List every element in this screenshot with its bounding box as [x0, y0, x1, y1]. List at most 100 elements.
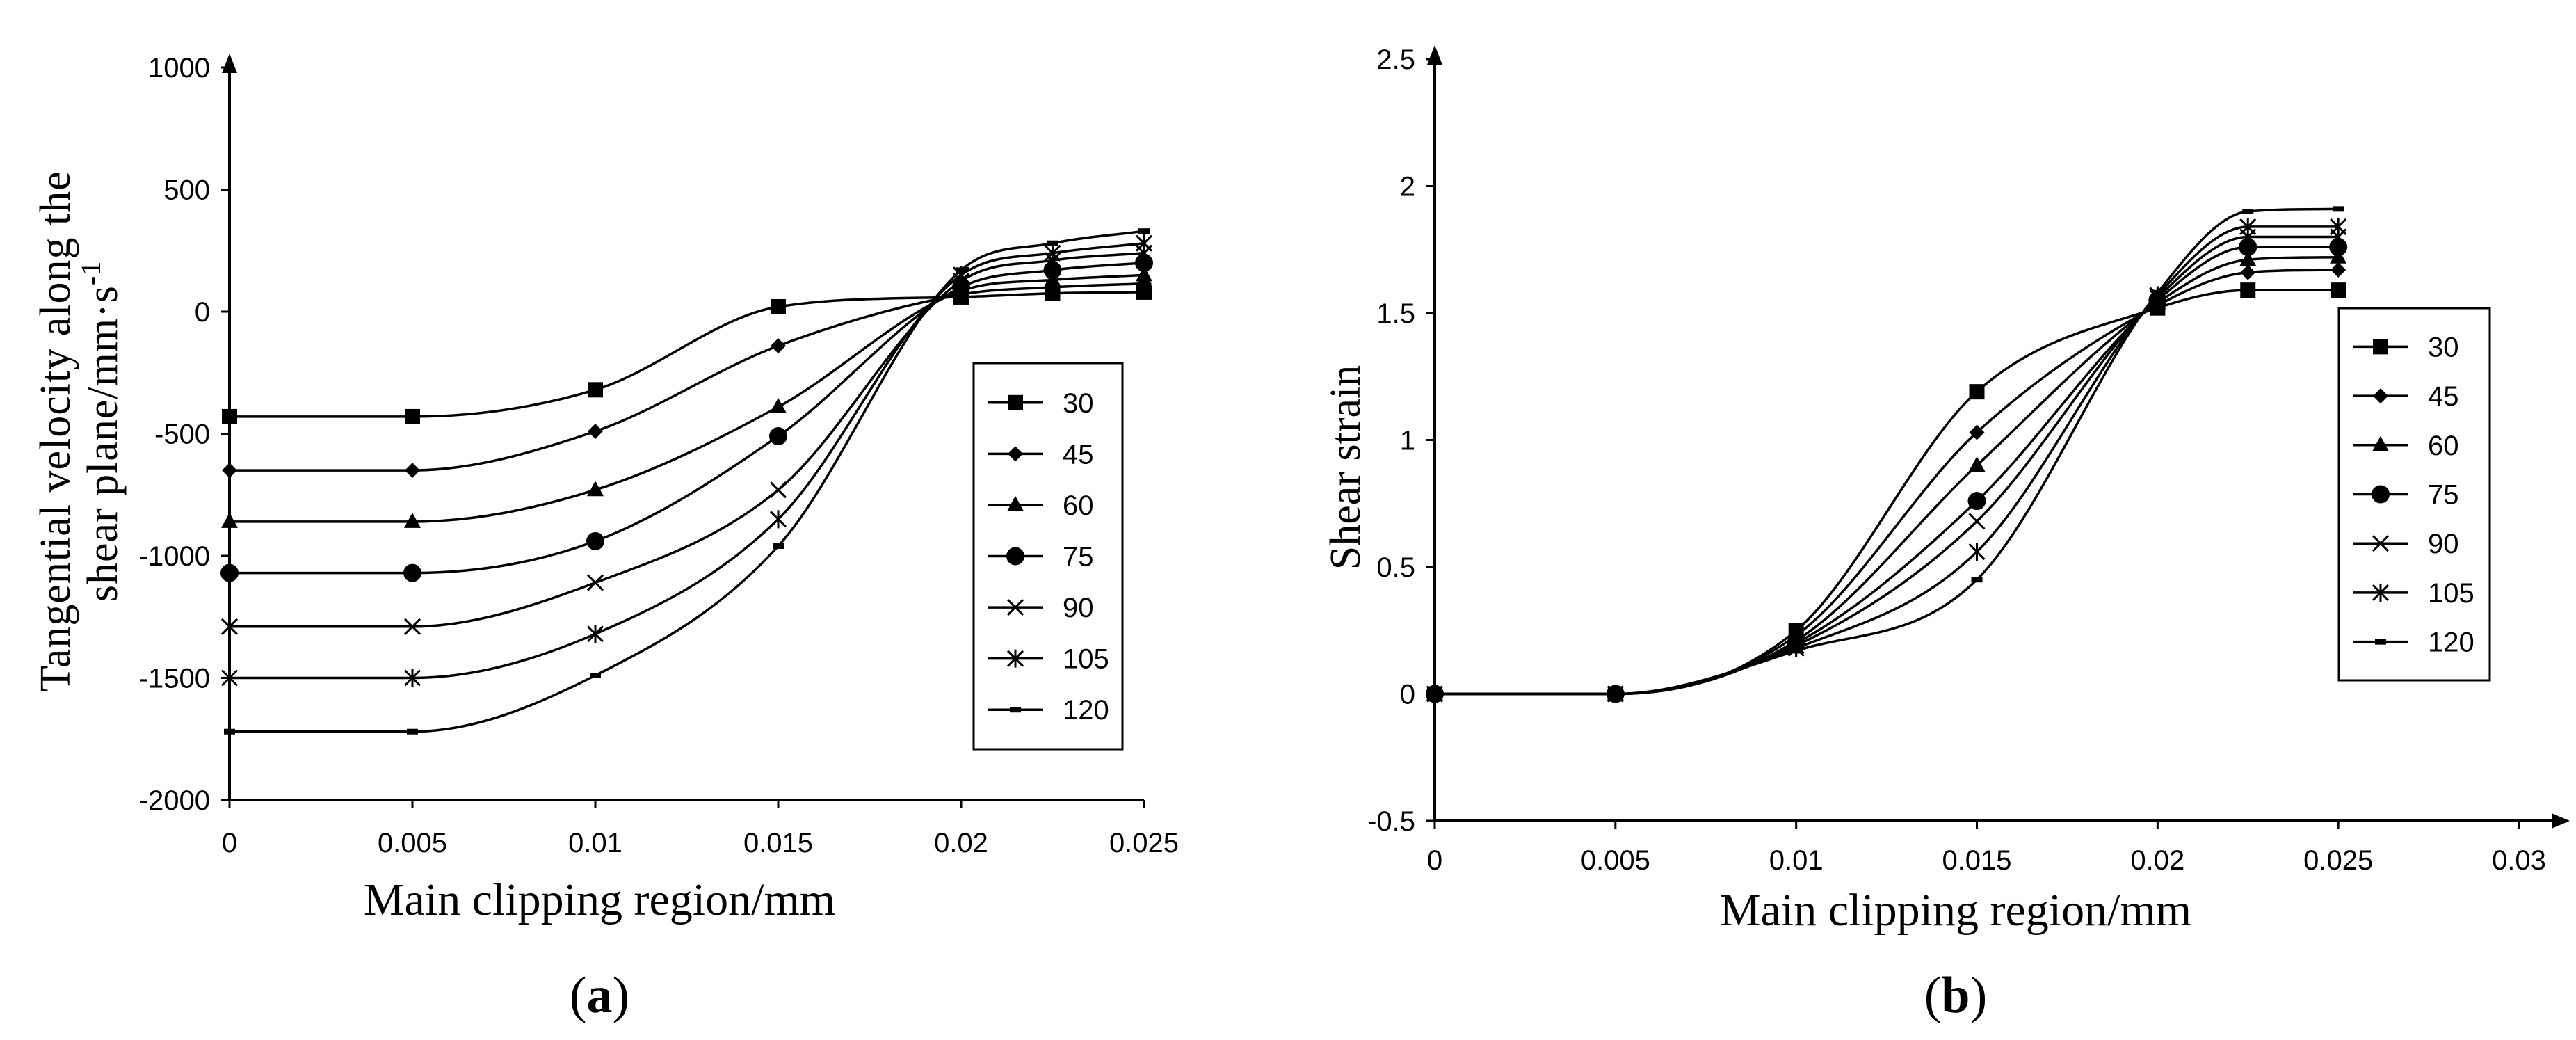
data-point-120: [2333, 206, 2344, 212]
data-point-60: [2239, 250, 2257, 266]
legend-entry: 45: [2353, 381, 2459, 412]
data-point-45: [771, 338, 786, 354]
legend-marker-120: [1010, 707, 1021, 713]
data-point-30: [771, 298, 786, 314]
data-point-120: [773, 543, 784, 549]
legend-entry: 120: [2353, 627, 2474, 658]
y-tick-label: 1000: [148, 53, 210, 83]
data-point-120: [224, 728, 235, 735]
chart-a-panel-label: a: [587, 967, 613, 1024]
legend-entry: 90: [2353, 529, 2459, 559]
data-point-105: [769, 510, 787, 529]
data-point-120: [1047, 240, 1058, 246]
legend-label: 105: [2428, 578, 2474, 609]
data-point-75: [1043, 261, 1062, 280]
data-point-105: [403, 669, 421, 687]
data-point-120: [1790, 648, 1802, 654]
y-tick-label: -1000: [139, 541, 210, 572]
data-point-105: [1044, 243, 1061, 262]
chart-b-ticks: 0 0.005 0.01 0.015 0.02 0.025 0.03 2.5 2 1.5 1 0.5 0…: [1367, 45, 2546, 876]
data-point-105: [586, 625, 604, 643]
data-point-120: [1429, 691, 1440, 697]
chart-a-legend: 30 45 60 75 90 105 120: [972, 362, 1124, 751]
data-point-75: [1135, 253, 1153, 272]
chart-a-y-axis-title-line1: Tangential velocity along the: [32, 170, 79, 691]
data-point-45: [2240, 264, 2256, 280]
legend-entry: 45: [988, 439, 1094, 470]
data-point-90: [586, 574, 604, 591]
legend-marker-90: [1006, 599, 1024, 616]
data-point-120: [2152, 289, 2164, 296]
legend-label: 45: [1063, 439, 1094, 470]
legend-label: 120: [2428, 627, 2474, 658]
x-tick-label: 0.01: [1769, 845, 1824, 876]
legend-marker-60: [2372, 435, 2389, 451]
data-point-45: [222, 463, 237, 479]
legend-marker-75: [1006, 547, 1024, 566]
data-point-30: [1136, 284, 1152, 300]
data-point-120: [407, 728, 418, 735]
data-point-105: [2330, 217, 2347, 236]
data-point-75: [952, 278, 970, 296]
legend-label: 30: [2428, 332, 2459, 362]
x-tick-label: 0.025: [2303, 845, 2373, 876]
y-tick-label: 0: [1400, 680, 1415, 710]
legend-label: 75: [2428, 480, 2459, 511]
y-tick-label: 2: [1400, 172, 1415, 202]
chart-b: 0 0.005 0.01 0.015 0.02 0.025 0.03 2.5 2 1.5 1 0.5 0…: [1322, 45, 2570, 1024]
data-point-30: [405, 408, 420, 424]
legend-entry: 30: [2353, 332, 2459, 362]
data-point-105: [1968, 543, 1986, 561]
data-point-45: [2331, 262, 2346, 278]
data-point-60: [221, 512, 238, 528]
data-point-30: [588, 382, 603, 398]
data-point-120: [1138, 228, 1150, 234]
x-axis-arrow: [2552, 813, 2570, 829]
chart-b-series: [1426, 206, 2348, 703]
legend-label: 30: [1063, 388, 1094, 419]
chart-a-x-axis-title: Main clipping region/mm: [364, 874, 835, 925]
x-tick-label: 0.02: [2130, 845, 2184, 876]
data-point-120: [2242, 209, 2254, 214]
legend-marker-45: [2373, 388, 2388, 404]
chart-a-y-axis-title-main: shear plane/mm·s: [79, 285, 127, 602]
x-tick-label: 0.02: [934, 828, 988, 858]
data-point-30: [222, 408, 237, 424]
legend-marker-45: [1008, 446, 1023, 462]
chart-b-caption: (b): [1924, 967, 1987, 1024]
chart-b-panel-label: b: [1941, 967, 1970, 1024]
data-point-75: [769, 427, 787, 446]
data-point-60: [770, 397, 787, 413]
legend-marker-105: [1006, 649, 1024, 668]
chart-a-y-axis-title-line2: shear plane/mm·s-1: [75, 261, 127, 602]
y-tick-label: -1500: [139, 664, 210, 694]
legend-entry: 105: [988, 644, 1109, 675]
series-line-60: [1434, 255, 2339, 696]
legend-entry: 75: [2353, 480, 2459, 511]
legend-entry: 120: [988, 695, 1109, 726]
chart-a-ticks: 0 0.005 0.01 0.015 0.02 0.025 1000 500 0 -500 -100…: [139, 53, 1179, 858]
y-tick-label: -0.5: [1367, 806, 1415, 837]
data-point-60: [1968, 456, 1986, 472]
series-line-105: [1434, 225, 2339, 696]
chart-b-y-axis-title: Shear strain: [1322, 365, 1369, 570]
chart-a: 0 0.005 0.01 0.015 0.02 0.025 1000 500 0 -500 -100…: [32, 53, 1179, 1024]
data-point-105: [220, 669, 239, 687]
x-tick-label: 0.005: [1581, 845, 1650, 876]
x-tick-label: 0: [222, 828, 237, 858]
legend-label: 120: [1063, 695, 1109, 726]
data-point-105: [2239, 217, 2257, 236]
y-tick-label: -500: [154, 419, 210, 450]
data-point-120: [956, 267, 967, 273]
data-point-60: [404, 512, 421, 528]
data-point-75: [2239, 238, 2257, 257]
data-point-75: [586, 531, 604, 550]
series-line-90: [1434, 235, 2339, 696]
x-tick-label: 0.005: [378, 828, 447, 858]
data-point-60: [1136, 266, 1152, 282]
chart-a-series: [220, 228, 1153, 735]
data-point-120: [590, 672, 601, 678]
data-point-60: [587, 481, 604, 497]
series-line-75: [1434, 246, 2339, 696]
